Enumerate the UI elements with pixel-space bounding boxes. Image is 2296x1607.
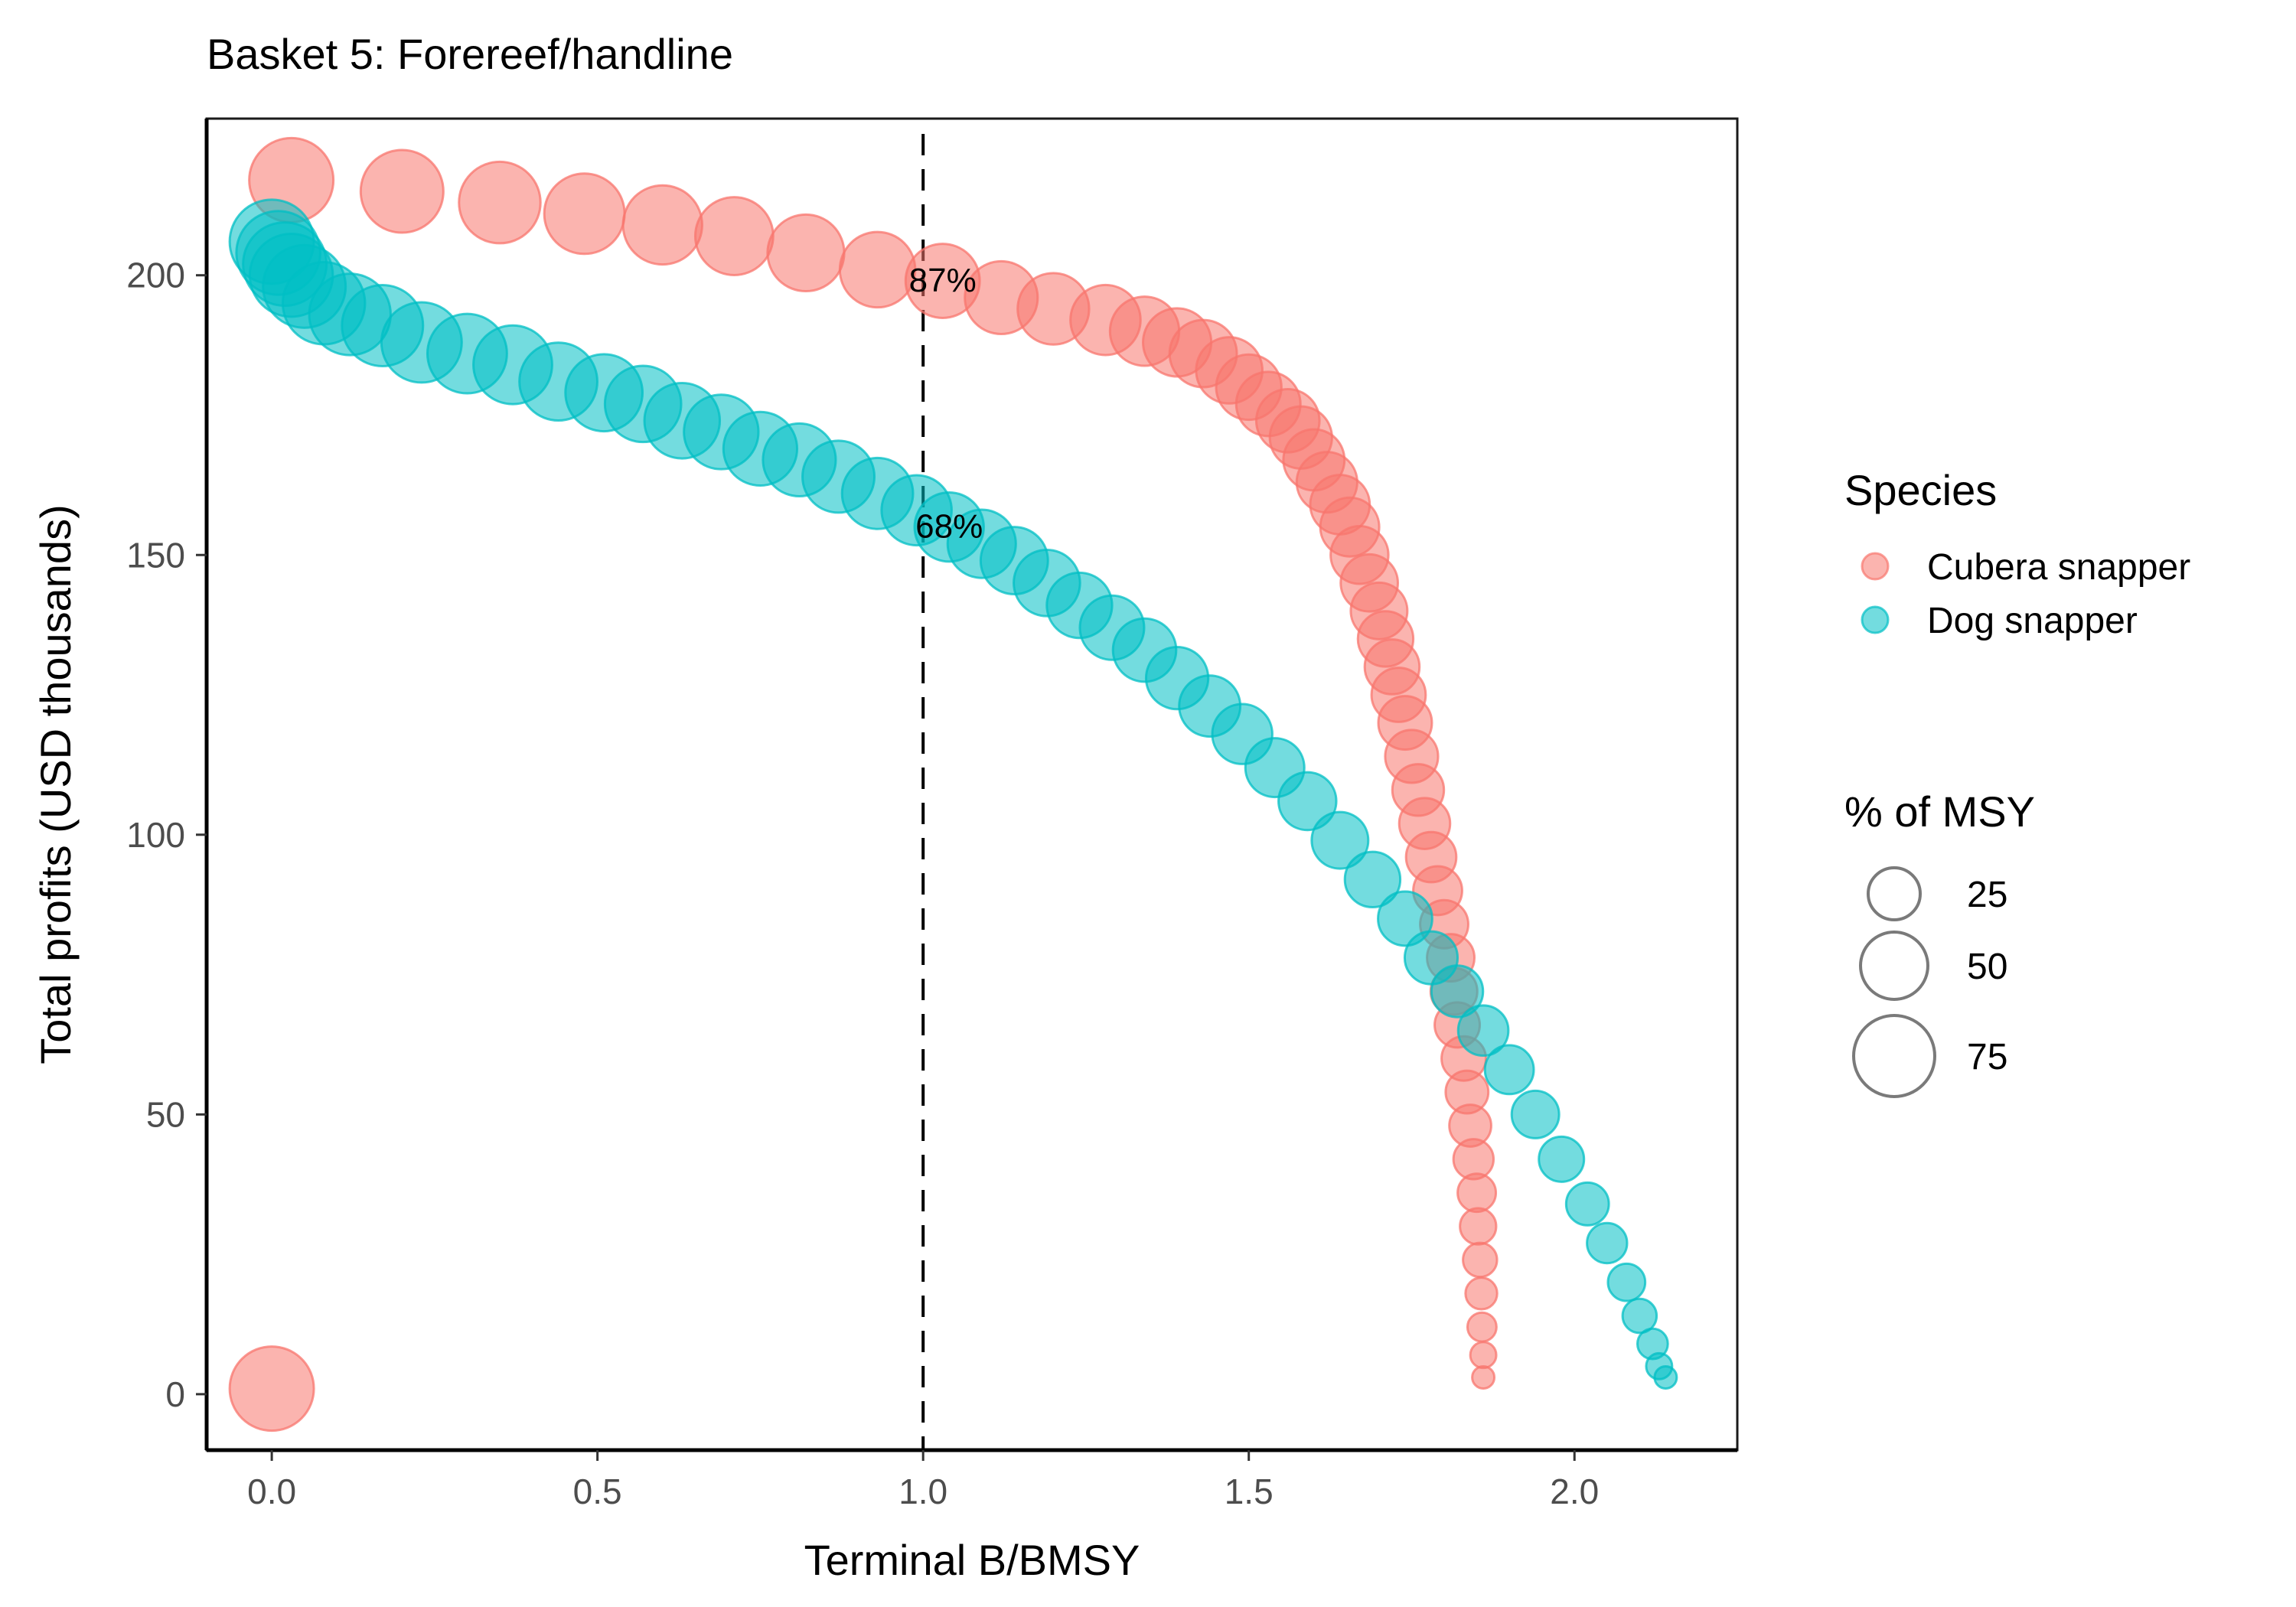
x-axis: 0.0 0.5 1.0 1.5 2.0 (207, 1448, 1737, 1511)
point-cubera-snapper-6 (766, 213, 846, 293)
y-tick-label-1: 50 (146, 1094, 185, 1134)
point-cubera-snapper-51 (228, 1345, 315, 1433)
y-tick-label-2: 100 (126, 815, 185, 855)
point-dog-snapper-45 (1621, 1297, 1658, 1335)
point-cubera-snapper-49 (1469, 1341, 1498, 1370)
annotations: 87% 68% (909, 262, 983, 546)
y-tick-label-3: 150 (126, 535, 185, 575)
point-dog-snapper-38 (1456, 1004, 1510, 1058)
point-dog-snapper-37 (1430, 964, 1485, 1019)
point-dog-snapper-41 (1538, 1135, 1586, 1183)
point-cubera-snapper-44 (1456, 1172, 1498, 1214)
point-cubera-snapper-45 (1459, 1207, 1498, 1246)
point-cubera-snapper-47 (1464, 1276, 1499, 1311)
legend-size-key-75 (1852, 1014, 1936, 1098)
point-dog-snapper-32 (1277, 771, 1338, 832)
chart-title: Basket 5: Forereef/handline (207, 30, 733, 78)
point-cubera-snapper-1 (359, 148, 445, 234)
legend-size-key-25 (1867, 866, 1922, 921)
point-dog-snapper-44 (1606, 1262, 1647, 1302)
y-tick-label-4: 200 (126, 256, 185, 295)
point-cubera-snapper-50 (1471, 1364, 1496, 1390)
legend-size-title: % of MSY (1844, 787, 2035, 836)
legend-size-label-75: 75 (1967, 1037, 2007, 1077)
point-cubera-snapper-46 (1462, 1241, 1499, 1279)
point-dog-snapper-35 (1377, 890, 1433, 947)
legend-size-label-50: 50 (1967, 947, 2007, 987)
point-cubera-snapper-3 (543, 172, 626, 256)
x-axis-title: Terminal B/BMSY (804, 1536, 1140, 1584)
legend-key-dog-snapper (1861, 605, 1890, 634)
point-dog-snapper-34 (1343, 850, 1402, 908)
point-dog-snapper-48 (1653, 1364, 1678, 1390)
point-dog-snapper-43 (1586, 1221, 1629, 1265)
y-tick-label-0: 0 (165, 1374, 185, 1414)
legend-species: Species Cubera snapper Dog snapper (1844, 466, 2190, 641)
x-tick-label-0: 0.0 (247, 1472, 296, 1511)
x-tick-label-1: 0.5 (573, 1472, 622, 1511)
y-axis: 0 50 100 150 200 (126, 119, 209, 1450)
point-cubera-snapper-4 (621, 184, 703, 266)
legend-species-title: Species (1844, 466, 1997, 514)
legend-label-dog-snapper: Dog snapper (1927, 601, 2138, 641)
legend-key-cubera-snapper (1861, 552, 1890, 581)
point-dog-snapper-39 (1483, 1044, 1535, 1096)
x-tick-label-2: 1.0 (899, 1472, 947, 1511)
point-dog-snapper-33 (1310, 810, 1370, 870)
legend-label-cubera-snapper: Cubera snapper (1927, 547, 2190, 588)
series-dog-snapper (228, 198, 1678, 1390)
annotation-0: 87% (909, 262, 977, 299)
point-cubera-snapper-48 (1466, 1311, 1498, 1343)
point-dog-snapper-42 (1564, 1181, 1610, 1227)
point-dog-snapper-40 (1510, 1089, 1561, 1139)
point-cubera-snapper-2 (458, 160, 542, 245)
legend-size: % of MSY 25 50 75 (1844, 787, 2035, 1098)
point-cubera-snapper-7 (838, 230, 917, 309)
legend-size-key-50 (1859, 931, 1929, 1001)
x-tick-label-4: 2.0 (1550, 1472, 1599, 1511)
x-tick-label-3: 1.5 (1225, 1472, 1274, 1511)
legend-size-label-25: 25 (1967, 875, 2007, 915)
annotation-1: 68% (915, 508, 983, 546)
point-cubera-snapper-5 (693, 196, 775, 276)
y-axis-title: Total profits (USD thousands) (31, 504, 80, 1064)
